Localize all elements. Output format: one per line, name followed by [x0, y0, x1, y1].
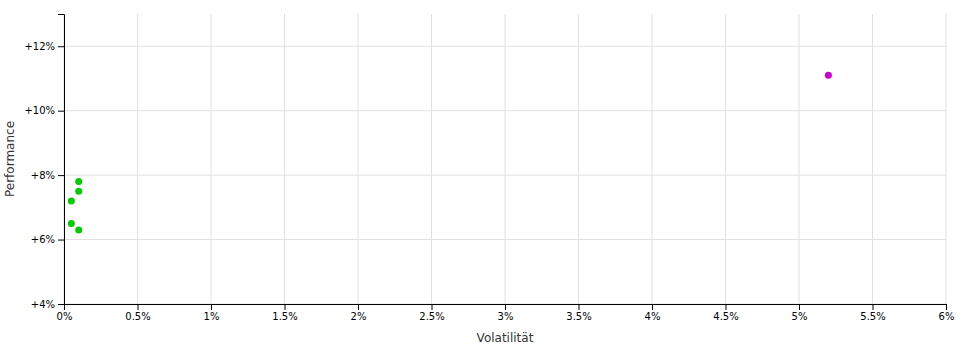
grid-line-y [64, 110, 946, 111]
grid-line-y [64, 175, 946, 176]
y-tick-label: +10% [24, 105, 55, 116]
y-axis: +4% +6% +8% +10% +12% [24, 15, 64, 310]
y-tick-mark [58, 304, 64, 305]
grid-line-x [358, 14, 359, 304]
x-tick-label: 1.5% [272, 311, 297, 322]
chart: 0% 0.5% 1% 1.5% 2% 2.5% 3% 3.5% 4% 4.5% 5% 5.5% 6% +4… [0, 0, 966, 350]
x-tick-label: 2% [351, 311, 367, 322]
x-tick: 0.5% [125, 304, 150, 322]
x-tick: 6% [939, 304, 955, 322]
y-tick-mark [58, 111, 64, 112]
y-tick-label: +8% [31, 170, 55, 181]
y-tick: +10% [24, 105, 64, 116]
x-tick-mark [579, 304, 580, 310]
x-tick: 5% [792, 304, 808, 322]
x-axis: 0% 0.5% 1% 1.5% 2% 2.5% 3% 3.5% 4% 4.5% 5% 5.5% 6% [57, 304, 955, 322]
y-tick-mark [58, 240, 64, 241]
x-axis-line [65, 305, 947, 311]
y-tick-label: +12% [24, 41, 55, 52]
x-tick: 1.5% [272, 304, 297, 322]
y-tick: +12% [24, 41, 64, 52]
x-tick: 4.5% [713, 304, 738, 322]
x-tick-mark [432, 304, 433, 310]
x-tick-label: 0.5% [125, 311, 150, 322]
grid-line-x [211, 14, 212, 304]
x-tick: 3% [498, 304, 514, 322]
x-tick: 1% [204, 304, 220, 322]
x-axis-title: Volatilität [477, 331, 534, 345]
grid-line-x [799, 14, 800, 304]
x-tick-mark [285, 304, 286, 310]
series [68, 178, 82, 233]
point [75, 178, 82, 185]
grid-line-x [946, 14, 947, 304]
x-tick-label: 6% [939, 311, 955, 322]
y-tick: +6% [31, 234, 64, 245]
x-tick-label: 1% [204, 311, 220, 322]
x-tick: 2.5% [419, 304, 444, 322]
x-tick: 3.5% [566, 304, 591, 322]
y-tick: +4% [31, 299, 64, 310]
x-tick-mark [211, 304, 212, 310]
grid-line-y [64, 46, 946, 47]
grid-line-x [652, 14, 653, 304]
y-axis-line [58, 15, 65, 305]
y-tick-mark [58, 46, 64, 47]
x-tick: 0% [57, 304, 73, 322]
x-tick-mark [873, 304, 874, 310]
series [825, 72, 832, 79]
y-tick-label: +4% [31, 299, 55, 310]
y-axis-title: Performance [3, 121, 17, 197]
x-tick-label: 2.5% [419, 311, 444, 322]
grid [64, 14, 946, 304]
point [75, 226, 82, 233]
x-tick-mark [358, 304, 359, 310]
x-tick-mark [652, 304, 653, 310]
y-tick-label: +6% [31, 234, 55, 245]
grid-line-x [284, 14, 285, 304]
x-tick: 4% [645, 304, 661, 322]
grid-line-x [725, 14, 726, 304]
x-tick-label: 3% [498, 311, 514, 322]
point [75, 188, 82, 195]
points [68, 72, 832, 234]
grid-line-x [137, 14, 138, 304]
y-tick: +8% [31, 170, 64, 181]
point [68, 197, 75, 204]
y-tick-mark [58, 175, 64, 176]
grid-line-x [872, 14, 873, 304]
x-tick-label: 3.5% [566, 311, 591, 322]
x-tick-label: 5% [792, 311, 808, 322]
x-tick: 5.5% [860, 304, 885, 322]
x-tick-mark [726, 304, 727, 310]
grid-line-x [578, 14, 579, 304]
x-tick-mark [946, 304, 947, 310]
grid-line-y [64, 239, 946, 240]
x-tick-label: 5.5% [860, 311, 885, 322]
point [825, 72, 832, 79]
plot: 0% 0.5% 1% 1.5% 2% 2.5% 3% 3.5% 4% 4.5% 5% 5.5% 6% +4… [24, 14, 954, 322]
grid-line-x [431, 14, 432, 304]
x-tick-mark [505, 304, 506, 310]
x-tick-mark [138, 304, 139, 310]
grid-line-x [505, 14, 506, 304]
x-tick-label: 4.5% [713, 311, 738, 322]
x-tick-mark [799, 304, 800, 310]
x-tick: 2% [351, 304, 367, 322]
x-tick-label: 4% [645, 311, 661, 322]
x-tick-label: 0% [57, 311, 73, 322]
point [68, 220, 75, 227]
